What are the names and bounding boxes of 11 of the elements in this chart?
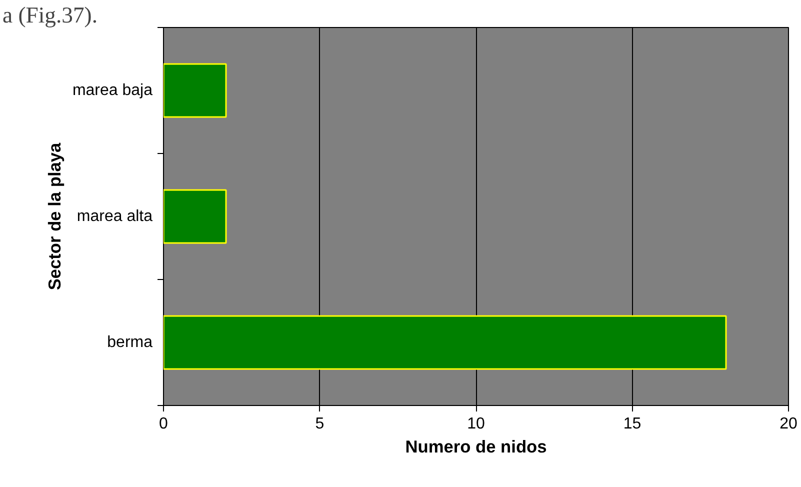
x-tick-label: 10 <box>467 416 485 432</box>
text: a (Fig.37). <box>2 2 98 28</box>
x-tick-label: 20 <box>780 416 798 432</box>
x-tick-label: 0 <box>159 416 168 432</box>
y-tick-label: marea baja <box>72 82 153 99</box>
x-axis-title: Numero de nidos <box>405 436 547 456</box>
y-tick-label: berma <box>107 334 153 351</box>
y-tick-label: marea alta <box>76 208 153 225</box>
x-tick-label: 5 <box>315 416 324 432</box>
y-axis-title: Sector de la playa <box>44 142 64 290</box>
x-tick-label: 15 <box>623 416 642 432</box>
